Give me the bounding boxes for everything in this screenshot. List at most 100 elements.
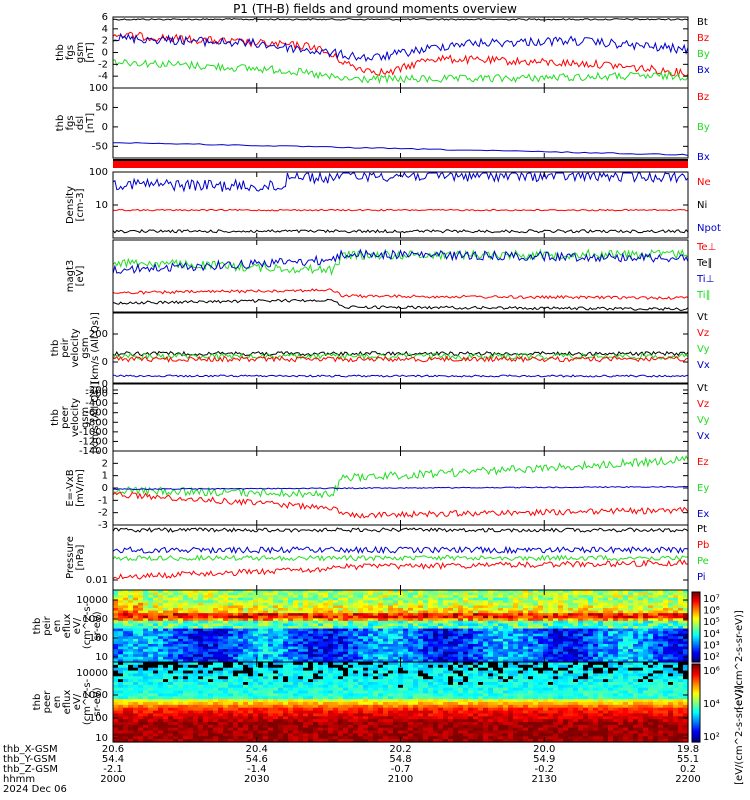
ephem-value-3-1: 2030 <box>244 774 269 785</box>
ylabel-density-1: [cm-3] <box>75 188 86 221</box>
ytick-fgs_dsl-0: 100 <box>89 83 108 94</box>
ephem-value-0-0: 20.6 <box>102 744 124 755</box>
ylabel-density-0: Density <box>65 186 76 224</box>
legend-density-Ne: Ne <box>697 177 711 188</box>
ytick-peir_en-1: 1000 <box>83 614 108 625</box>
ephem-label-3: hhmm <box>3 774 35 785</box>
colorbar-peir-tick-5: 10² <box>703 652 720 663</box>
series-Pb <box>112 559 689 580</box>
series-Ex <box>112 485 689 491</box>
legend-peer_vel-Vt: Vt <box>697 383 708 394</box>
ytick-peer_vel-7: -1400 <box>79 446 108 457</box>
mode-bar-mark-0 <box>200 159 204 161</box>
ylabel-peir_vel-2: velocity <box>70 328 81 367</box>
plot-title: P1 (TH-B) fields and ground moments over… <box>233 2 517 16</box>
ytick-peer_vel-2: -400 <box>85 398 108 409</box>
panel-frame-density <box>112 171 689 239</box>
ytick-fgs-2: 2 <box>102 36 108 47</box>
ytick-efield-1: 1 <box>102 471 108 482</box>
legend-peer_vel-Vx: Vx <box>697 431 710 442</box>
ytick-peer_en-1: 1000 <box>83 690 108 701</box>
colorbar-peer-frame <box>691 663 701 743</box>
legend-fgs_dsl-By: By <box>697 122 710 133</box>
ephem-value-2-0: -2.1 <box>103 764 123 775</box>
ytick-peer_vel-6: -1200 <box>79 436 108 447</box>
ephem-value-1-2: 54.8 <box>389 754 411 765</box>
legend-peir_vel-Vx: Vx <box>697 360 710 371</box>
ytick-fgs_dsl-1: 50 <box>95 102 108 113</box>
legend-efield-Ex: Ex <box>697 509 709 520</box>
ylabel-fgs_dsl-3: [nT] <box>85 113 96 133</box>
ylabel-peir_en-6: sr-eV) <box>92 611 103 640</box>
ylabel-peir_vel-0: thb <box>50 340 61 357</box>
panel-fgs-dsl <box>113 142 689 156</box>
colorbar-peir-tick-2: 10⁵ <box>703 617 720 628</box>
ylabel-peir_vel-1: peir <box>60 337 71 357</box>
ytick-peer_vel-0: 0 <box>102 379 108 390</box>
ytick-peer_vel-3: -600 <box>85 408 108 419</box>
ytick-efield-3: -1 <box>98 495 108 506</box>
series-Bx-dsl <box>113 142 689 156</box>
ylabel-peer_en-0: thb <box>32 694 43 711</box>
panel-density <box>112 171 689 234</box>
ylabel-peir_en-0: thb <box>32 618 43 635</box>
ylabel-peir_vel-4: [km/s (All Qs)] <box>90 312 101 384</box>
ylabel-peer_vel-3: gsm <box>80 407 91 428</box>
legend-pressure-Pt: Pt <box>697 524 707 535</box>
ephem-value-0-1: 20.4 <box>246 744 268 755</box>
legend-peer_vel-Vz: Vz <box>697 399 709 410</box>
ephem-value-3-0: 2000 <box>100 774 125 785</box>
ephem-value-2-3: -0.2 <box>534 764 554 775</box>
series-Ey <box>113 455 689 499</box>
ylabel-peir_en-5: (cm^2-s- <box>82 602 93 649</box>
series-peir-Vy <box>112 352 689 361</box>
legend-density-Npot: Npot <box>697 223 721 234</box>
ytick-peir_vel-0: 200 <box>89 329 108 340</box>
ylabel-peir_en-2: en <box>52 620 63 633</box>
legend-efield-Ey: Ey <box>697 483 709 494</box>
ephem-value-2-2: -0.7 <box>391 764 411 775</box>
series-peir-Vx <box>112 374 689 378</box>
legend-pressure-Pe: Pe <box>697 556 709 567</box>
panel-temp <box>112 248 689 311</box>
colorbar-label-peir: [eV/(cm^2-s-sr-eV)] <box>734 610 745 710</box>
ytick-fgs-3: 0 <box>102 48 108 59</box>
series-Tiperp <box>112 248 689 275</box>
ephem-value-0-3: 20.0 <box>533 744 555 755</box>
legend-pressure-Pi: Pi <box>697 572 706 583</box>
ylabel-peer_en-1: peer <box>42 690 53 714</box>
colorbar-peer-tick-1: 10⁴ <box>703 699 720 710</box>
ytick-fgs_dsl-3: -50 <box>92 141 108 152</box>
panel-peir-vel <box>112 350 689 378</box>
legend-temp-Te⊥: Te⊥ <box>696 242 716 253</box>
ephem-value-2-4: 0.2 <box>680 764 696 775</box>
series-Bz <box>112 31 689 78</box>
ylabel-fgs-3: [nT] <box>85 42 96 62</box>
legend-peir_vel-Vy: Vy <box>697 344 710 355</box>
ytick-peir_en-3: 10 <box>95 652 108 663</box>
ephem-value-1-0: 54.4 <box>102 754 124 765</box>
ylabel-peer_vel-0: thb <box>50 409 61 426</box>
series-peir-Vt <box>112 350 689 357</box>
legend-density-Ni: Ni <box>697 200 707 211</box>
colorbar-peir-tick-1: 10⁶ <box>703 606 720 617</box>
ytick-peer_en-0: 10000 <box>76 668 108 679</box>
ephem-value-1-1: 54.6 <box>246 754 268 765</box>
ylabel-fgs_dsl-1: fgs <box>65 115 76 130</box>
ytick-peer_vel-1: -200 <box>85 389 108 400</box>
legend-fgs-Bt: Bt <box>697 17 708 28</box>
ytick-peir_en-0: 10000 <box>76 595 108 606</box>
panel-frame-peer_vel <box>112 383 689 452</box>
series-Pt <box>112 527 689 533</box>
ytick-peir_vel-2: -200 <box>85 385 108 396</box>
ytick-efield-0: 2 <box>102 458 108 469</box>
ytick-density-1: 10 <box>95 200 108 211</box>
ylabel-peer_en-4: eV/ <box>72 693 83 710</box>
ylabel-peir_en-3: eflux <box>62 614 73 639</box>
ytick-efield-5: -3 <box>98 520 108 531</box>
panel-frame-peir_vel <box>112 312 689 384</box>
ylabel-temp-1: [eV] <box>75 266 86 287</box>
ytick-efield-2: 0 <box>102 483 108 494</box>
ylabel-peir_vel-3: gsm <box>80 337 91 358</box>
series-Teperp <box>112 288 689 300</box>
